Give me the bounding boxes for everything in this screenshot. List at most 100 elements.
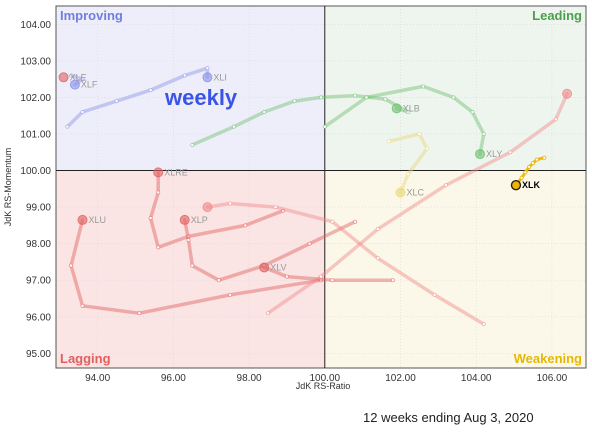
series-point xyxy=(69,73,74,78)
quadrant-backgrounds xyxy=(56,6,586,368)
series-point xyxy=(262,110,267,115)
series-head-point[interactable] xyxy=(179,214,190,225)
series-point xyxy=(406,172,411,177)
series-point xyxy=(265,311,270,316)
series-point xyxy=(527,164,532,169)
series-head-point[interactable] xyxy=(58,72,69,83)
series-point xyxy=(330,278,335,283)
series-point xyxy=(80,110,85,115)
x-tick-label: 104.00 xyxy=(461,373,492,384)
series-point xyxy=(542,155,547,160)
series-point xyxy=(390,278,395,283)
series-point xyxy=(186,234,191,239)
series-point xyxy=(318,95,323,100)
series-tail-a xyxy=(202,201,486,327)
plot-frame xyxy=(55,5,587,369)
x-axis-title: JdK RS-Ratio xyxy=(296,381,351,391)
x-tick-label: 94.00 xyxy=(85,373,110,384)
series-head-point[interactable] xyxy=(391,103,402,114)
series-point xyxy=(190,142,195,147)
series-point xyxy=(148,216,153,221)
series-point xyxy=(216,278,221,283)
series-point xyxy=(80,303,85,308)
y-tick-labels: 95.00 96.00 97.00 98.00 99.00 100.00 101.00 102… xyxy=(20,20,51,360)
series-point xyxy=(353,219,358,224)
series-xli: XLI xyxy=(65,66,227,129)
y-tick-label: 101.00 xyxy=(20,129,51,140)
series-point xyxy=(80,77,85,82)
series-point xyxy=(481,322,486,327)
series-point xyxy=(137,311,142,316)
series-head-point[interactable] xyxy=(475,149,485,160)
quadrant-labels: Improving Leading Lagging Weakening xyxy=(60,8,582,366)
axes xyxy=(55,5,587,369)
x-tick-label: 98.00 xyxy=(237,373,262,384)
series-head-point[interactable] xyxy=(202,202,213,213)
series-point xyxy=(353,93,358,98)
series-xlk: XLK xyxy=(510,155,547,191)
series-head-point[interactable] xyxy=(153,167,164,178)
series-point xyxy=(156,245,161,250)
series-head-point[interactable] xyxy=(77,214,88,225)
series-point xyxy=(228,201,233,206)
quadrant-lagging xyxy=(56,170,325,368)
quadrant-leading xyxy=(324,6,586,171)
series-point xyxy=(330,219,335,224)
series-point xyxy=(375,227,380,232)
series-point xyxy=(156,190,161,195)
period-caption: 12 weeks ending Aug 3, 2020 xyxy=(363,410,534,425)
series-point xyxy=(375,256,380,261)
series-xlv: XLV xyxy=(259,262,395,283)
quadrant-weakening xyxy=(324,170,586,368)
series-point xyxy=(508,150,513,155)
series-point xyxy=(383,97,388,102)
y-tick-label: 100.00 xyxy=(20,166,51,177)
series-xlu: XLU xyxy=(69,214,323,316)
quadrant-label-leading: Leading xyxy=(532,8,582,23)
series-point xyxy=(417,131,422,136)
series-head-point[interactable] xyxy=(562,88,573,99)
y-tick-label: 102.00 xyxy=(20,93,51,104)
series-head-point[interactable] xyxy=(259,262,270,273)
series-symbol-label: XLK xyxy=(522,180,541,190)
series-point xyxy=(292,99,297,104)
series-symbol-label: XLI xyxy=(213,72,227,82)
series-point xyxy=(318,274,323,279)
series-xlc: XLC xyxy=(387,131,429,198)
series-head-point[interactable] xyxy=(202,72,213,83)
quadrant-label-lagging: Lagging xyxy=(60,351,111,366)
series-point xyxy=(273,205,278,210)
x-tick-label: 100.00 xyxy=(309,373,340,384)
series-point xyxy=(432,292,437,297)
series-point xyxy=(69,263,74,268)
series-point xyxy=(114,99,119,104)
series-xly: XLY xyxy=(322,84,502,160)
series-point xyxy=(531,161,536,166)
series-point xyxy=(387,139,392,144)
series-symbol-label: XLF xyxy=(81,80,98,90)
series-point xyxy=(451,95,456,100)
series-symbol-label: XLC xyxy=(407,187,425,197)
series-symbol-label: XLE xyxy=(70,72,87,82)
series-head-point[interactable] xyxy=(69,79,80,90)
x-tick-label: 96.00 xyxy=(161,373,186,384)
series-symbol-label: XLY xyxy=(486,149,502,159)
series-point xyxy=(534,157,539,162)
series-tail-line xyxy=(69,218,323,315)
series-point xyxy=(65,124,70,129)
series-point xyxy=(231,124,236,129)
chart-title: weekly xyxy=(164,85,238,110)
y-tick-label: 103.00 xyxy=(20,56,51,67)
rrg-chart: 94.00 96.00 98.00 100.00 102.00 104.00 106.00 … xyxy=(3,5,587,391)
series-head-point[interactable] xyxy=(395,187,406,198)
series-point xyxy=(281,208,286,213)
series-head-point[interactable] xyxy=(510,179,522,191)
series-xlf: XLF xyxy=(69,73,98,90)
series-point xyxy=(318,278,323,283)
series-point xyxy=(228,292,233,297)
series-point xyxy=(307,241,312,246)
series-point xyxy=(205,66,210,71)
series-symbol-label: XLB xyxy=(403,103,420,113)
series-point xyxy=(243,223,248,228)
